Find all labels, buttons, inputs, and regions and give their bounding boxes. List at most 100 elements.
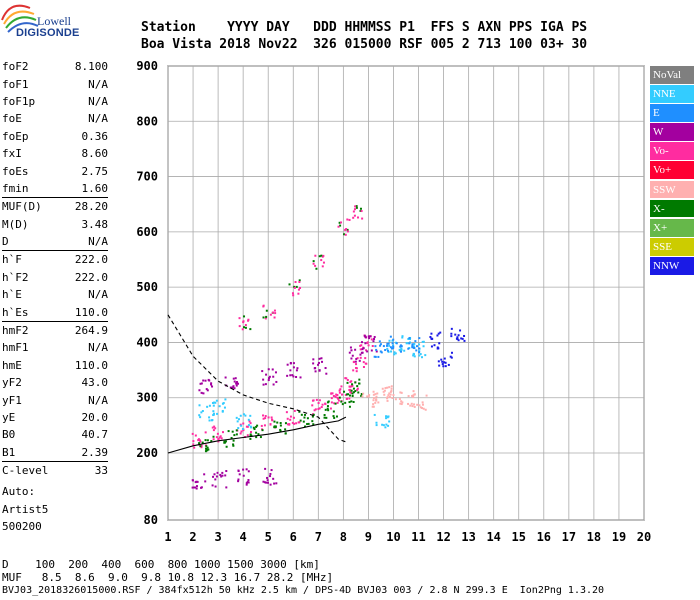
data-point [344, 401, 347, 404]
data-point [249, 328, 252, 331]
data-point [267, 379, 270, 382]
data-point [450, 356, 453, 359]
data-point [255, 425, 258, 428]
electron-density-profile-curve [167, 314, 347, 443]
data-point [265, 373, 268, 376]
data-point [460, 337, 463, 340]
param-value: 28.20 [74, 200, 108, 214]
data-point [412, 345, 415, 348]
data-point [385, 423, 388, 426]
data-point [246, 481, 249, 484]
data-point [370, 338, 373, 341]
data-point [340, 221, 343, 224]
data-point [338, 396, 341, 399]
param-row: foEs 2.75 [2, 162, 108, 179]
data-point [354, 348, 357, 351]
header-values: Boa Vista 2018 Nov22 326 015000 RSF 005 … [141, 37, 588, 52]
data-point [201, 409, 204, 412]
data-point [303, 425, 306, 428]
logo-swirl-icon [1, 4, 39, 33]
data-point [354, 205, 357, 208]
param-value: N/A [88, 235, 108, 249]
data-point [436, 334, 439, 337]
data-point [192, 486, 195, 489]
data-point [284, 432, 287, 435]
data-point [211, 484, 214, 487]
data-point [355, 357, 358, 360]
data-point [324, 367, 327, 370]
data-point [373, 355, 376, 358]
data-point [313, 409, 316, 412]
data-point [388, 395, 391, 398]
data-point [323, 414, 326, 417]
data-point [407, 338, 410, 341]
data-point [437, 332, 440, 335]
data-point [340, 400, 343, 403]
data-point [360, 341, 363, 344]
data-point [221, 410, 224, 413]
data-point [403, 349, 406, 352]
data-point [395, 342, 398, 345]
data-point [414, 340, 417, 343]
data-point [349, 391, 352, 394]
data-point [213, 473, 216, 476]
data-point [413, 405, 416, 408]
data-point [272, 375, 275, 378]
data-point [356, 357, 359, 360]
data-point [359, 344, 362, 347]
data-point [424, 408, 427, 411]
y-tick-label: 200 [136, 446, 158, 460]
data-point [390, 387, 393, 390]
data-point [386, 397, 389, 400]
data-point [401, 335, 404, 338]
data-point [268, 375, 271, 378]
data-point [360, 210, 363, 213]
data-point [312, 260, 315, 263]
data-point [401, 401, 404, 404]
data-point [364, 357, 367, 360]
data-point [191, 479, 194, 482]
data-point [306, 417, 309, 420]
data-point [286, 423, 289, 426]
data-point [375, 398, 378, 401]
data-point [247, 481, 250, 484]
data-point [210, 383, 213, 386]
data-point [388, 344, 391, 347]
data-point [391, 397, 394, 400]
data-point [400, 403, 403, 406]
data-point [199, 382, 202, 385]
data-point [343, 390, 346, 393]
data-point [200, 391, 203, 394]
data-point [297, 421, 300, 424]
data-point [378, 340, 381, 343]
data-point [240, 424, 243, 427]
data-point [195, 485, 198, 488]
x-tick-label: 4 [240, 530, 247, 544]
param-label: h`E [2, 288, 22, 302]
data-point [241, 328, 244, 331]
data-point [323, 416, 326, 419]
data-point [355, 370, 358, 373]
data-point [439, 331, 442, 334]
param-value: 110.0 [74, 305, 108, 319]
data-point [284, 428, 287, 431]
data-point [274, 426, 277, 429]
data-point [449, 355, 452, 358]
data-point [237, 427, 240, 430]
data-point [321, 403, 324, 406]
data-point [361, 348, 364, 351]
data-point [215, 475, 218, 478]
data-point [206, 446, 209, 449]
data-point [413, 347, 416, 350]
data-point [210, 382, 213, 385]
data-point [338, 389, 341, 392]
data-point [293, 286, 296, 289]
data-point [263, 481, 266, 484]
data-point [387, 342, 390, 345]
data-point [268, 377, 271, 380]
data-point [262, 304, 265, 307]
x-tick-label: 3 [214, 530, 221, 544]
legend-item: Vo- [650, 142, 694, 161]
data-point [422, 340, 425, 343]
data-point [392, 345, 395, 348]
